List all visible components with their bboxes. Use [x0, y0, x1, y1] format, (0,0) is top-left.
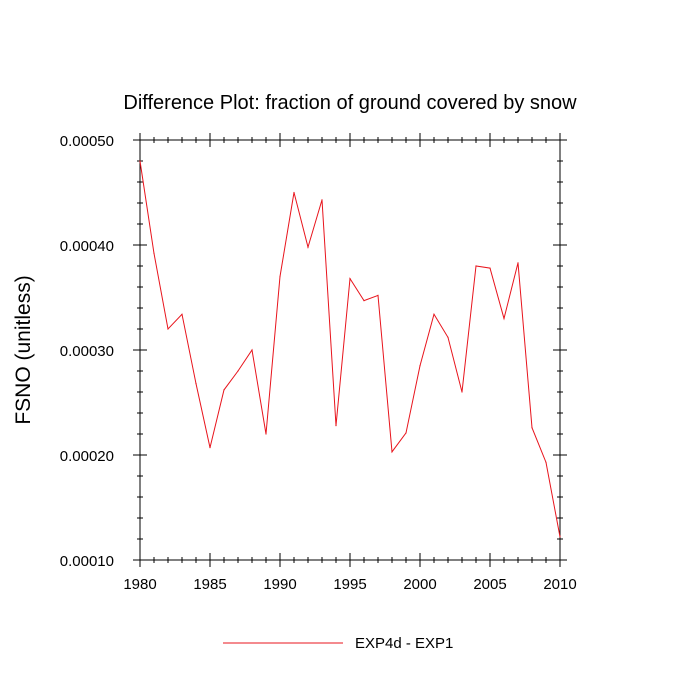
data-point: [391, 451, 393, 453]
x-tick-label: 1980: [123, 576, 156, 593]
x-tick-label: 2005: [473, 576, 506, 593]
data-point: [153, 252, 155, 254]
data-point: [293, 191, 295, 194]
plot-frame: [139, 139, 561, 561]
data-point: [209, 447, 211, 449]
x-tick-label: 1990: [263, 576, 296, 593]
x-tick-label: 2000: [403, 576, 436, 593]
data-point: [419, 365, 421, 367]
y-tick-label: 0.00010: [60, 553, 114, 570]
data-point: [223, 389, 225, 391]
series-points: [139, 160, 561, 538]
chart-title: Difference Plot: fraction of ground cove…: [123, 92, 577, 114]
y-tick-label: 0.00050: [60, 133, 114, 150]
y-tick-label: 0.00020: [60, 448, 114, 465]
data-point: [377, 294, 379, 296]
data-point: [363, 300, 365, 302]
data-point: [279, 275, 281, 278]
data-point: [349, 278, 351, 280]
x-tick-labels: 1980 1985 1990 1995 2000 2005 2010: [123, 576, 576, 593]
data-point: [503, 317, 505, 320]
data-point: [517, 262, 519, 264]
x-tick-label: 2010: [543, 576, 576, 593]
data-point: [195, 383, 197, 385]
data-point: [531, 427, 533, 429]
data-point: [237, 370, 239, 372]
data-point: [251, 349, 253, 351]
data-point: [181, 313, 183, 315]
data-point: [447, 336, 449, 338]
data-point: [335, 425, 337, 427]
data-point: [559, 536, 561, 538]
major-ticks: [133, 133, 567, 567]
data-point: [139, 160, 141, 162]
x-tick-label: 1995: [333, 576, 366, 593]
y-tick-label: 0.00030: [60, 343, 114, 360]
y-tick-labels: 0.00010 0.00020 0.00030 0.00040 0.00050: [60, 133, 114, 570]
data-point: [489, 267, 491, 269]
data-point: [321, 199, 323, 201]
data-point: [167, 328, 169, 330]
data-point: [307, 246, 309, 248]
data-point: [461, 391, 463, 393]
legend: EXP4d - EXP1: [223, 635, 453, 652]
data-point: [405, 432, 407, 434]
legend-label: EXP4d - EXP1: [355, 635, 453, 652]
y-axis-title: FSNO (unitless): [12, 275, 35, 424]
x-tick-label: 1985: [193, 576, 226, 593]
series-line: [139, 160, 561, 537]
y-tick-label: 0.00040: [60, 238, 114, 255]
data-point: [545, 461, 547, 463]
data-point: [265, 433, 267, 435]
data-point: [475, 265, 477, 267]
minor-ticks: [137, 137, 563, 563]
data-point: [433, 313, 435, 315]
